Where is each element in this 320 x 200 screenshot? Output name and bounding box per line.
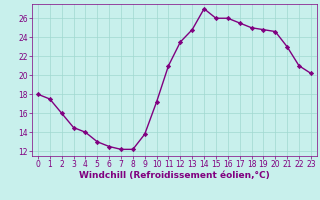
- X-axis label: Windchill (Refroidissement éolien,°C): Windchill (Refroidissement éolien,°C): [79, 171, 270, 180]
